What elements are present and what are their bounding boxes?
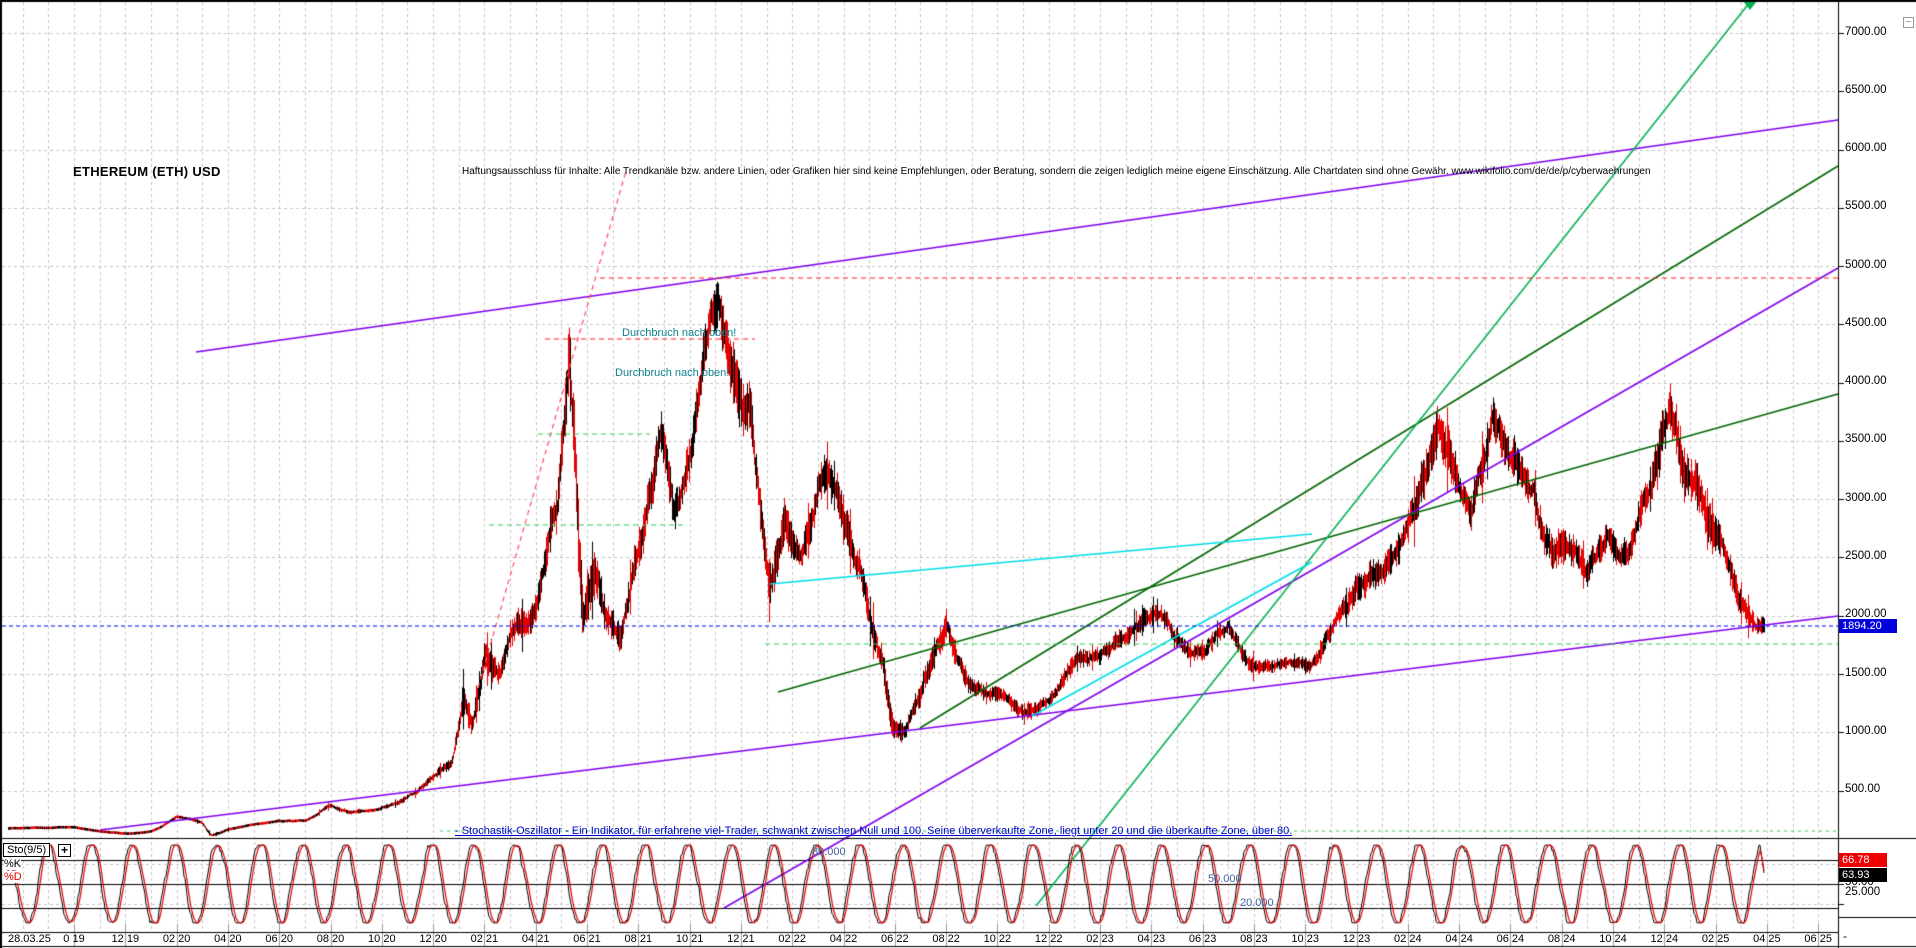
time-axis-label: 12 23 xyxy=(1342,933,1371,945)
oscillator-level-label-50: 50.000 xyxy=(1208,873,1242,885)
price-axis-label: 6000.00 xyxy=(1845,142,1887,155)
time-axis-label: 06 24 xyxy=(1496,933,1525,945)
time-axis-label: 12 21 xyxy=(727,933,755,945)
price-axis-label: 6500.00 xyxy=(1845,83,1887,96)
time-axis-label: 0 19 xyxy=(63,933,85,945)
oscillator-axis-label-25: 25.000 xyxy=(1845,886,1881,898)
time-axis-label: 04 20 xyxy=(214,933,242,945)
time-axis-date-label: 28.03.25 xyxy=(8,933,51,945)
indicator-name-box: Sto(9/5) xyxy=(3,843,51,857)
time-axis-label: 04 25 xyxy=(1753,933,1781,945)
time-axis-label: 04 21 xyxy=(521,933,550,945)
annotation-breakout-up-2: Durchbruch nach oben! xyxy=(615,367,730,379)
collapse-panel-icon[interactable]: − xyxy=(1903,17,1914,28)
last-price-badge: 1894.20 xyxy=(1839,619,1897,633)
time-axis-label: 06 21 xyxy=(573,933,601,945)
time-axis-label: 10 24 xyxy=(1599,933,1627,945)
splitter-handle[interactable]: - xyxy=(1843,929,1847,943)
annotation-breakout-up-1: Durchbruch nach oben! xyxy=(622,327,737,339)
time-axis-label: 02 22 xyxy=(778,933,806,945)
price-axis-label: 3500.00 xyxy=(1845,433,1887,446)
time-axis-label: 06 25 xyxy=(1804,933,1832,945)
time-axis-label: 12 20 xyxy=(419,933,447,945)
time-axis-label: 02 25 xyxy=(1701,933,1730,945)
price-axis-label: 7000.00 xyxy=(1845,25,1887,38)
time-axis-label: 04 24 xyxy=(1445,933,1473,945)
price-axis-label: 1000.00 xyxy=(1845,724,1887,737)
price-axis-label: 5000.00 xyxy=(1845,258,1887,271)
time-axis-label: 10 21 xyxy=(675,933,704,945)
price-axis-label: 1500.00 xyxy=(1845,666,1887,679)
time-axis-label: 12 24 xyxy=(1650,933,1679,945)
time-axis-label: 08 22 xyxy=(932,933,960,945)
price-axis-label: 5500.00 xyxy=(1845,200,1887,213)
oscillator-level-label-20: 20.000 xyxy=(1240,897,1274,909)
time-axis-label: 02 24 xyxy=(1394,933,1422,945)
time-axis-label: 06 22 xyxy=(881,933,909,945)
time-axis-label: 12 22 xyxy=(1034,933,1063,945)
time-axis-label: 10 22 xyxy=(983,933,1012,945)
time-axis-label: 06 20 xyxy=(265,933,293,945)
time-axis-label: 08 23 xyxy=(1240,933,1268,945)
price-axis-label: 2500.00 xyxy=(1845,549,1887,562)
time-axis-label: 08 21 xyxy=(624,933,653,945)
time-axis-label: 02 21 xyxy=(470,933,499,945)
price-axis-label: 3000.00 xyxy=(1845,491,1887,504)
price-axis-label: 4000.00 xyxy=(1845,375,1887,388)
disclaimer-text: Haftungsausschluss für Inhalte: Alle Tre… xyxy=(462,166,1651,177)
indicator-expand-button[interactable]: + xyxy=(58,844,71,857)
stochastic-d-value-badge: 66.78 xyxy=(1839,853,1887,867)
chart-title: ETHEREUM (ETH) USD xyxy=(73,164,221,179)
price-axis-label: 2000.00 xyxy=(1845,608,1887,621)
oscillator-level-label-80: 80.000 xyxy=(812,846,846,858)
time-axis-label: 02 23 xyxy=(1086,933,1114,945)
time-axis-label: 10 20 xyxy=(368,933,396,945)
time-axis-label: 04 22 xyxy=(829,933,858,945)
time-axis-label: 08 20 xyxy=(316,933,345,945)
time-axis-label: 10 23 xyxy=(1291,933,1319,945)
time-axis-label: 02 20 xyxy=(162,933,191,945)
time-axis-label: 12 19 xyxy=(111,933,140,945)
stochastic-d-legend: %D xyxy=(4,871,22,883)
stochastic-k-value-badge: 63.93 xyxy=(1839,868,1887,882)
time-axis-label: 06 23 xyxy=(1188,933,1217,945)
price-axis-label: 4500.00 xyxy=(1845,316,1887,329)
stochastic-note: - Stochastik-Oszillator - Ein Indikator,… xyxy=(455,825,1293,837)
time-axis-label: 04 23 xyxy=(1137,933,1166,945)
time-axis-label: 08 24 xyxy=(1547,933,1576,945)
stochastic-k-legend: %K xyxy=(4,858,22,870)
price-axis-label: 500.00 xyxy=(1845,783,1881,796)
